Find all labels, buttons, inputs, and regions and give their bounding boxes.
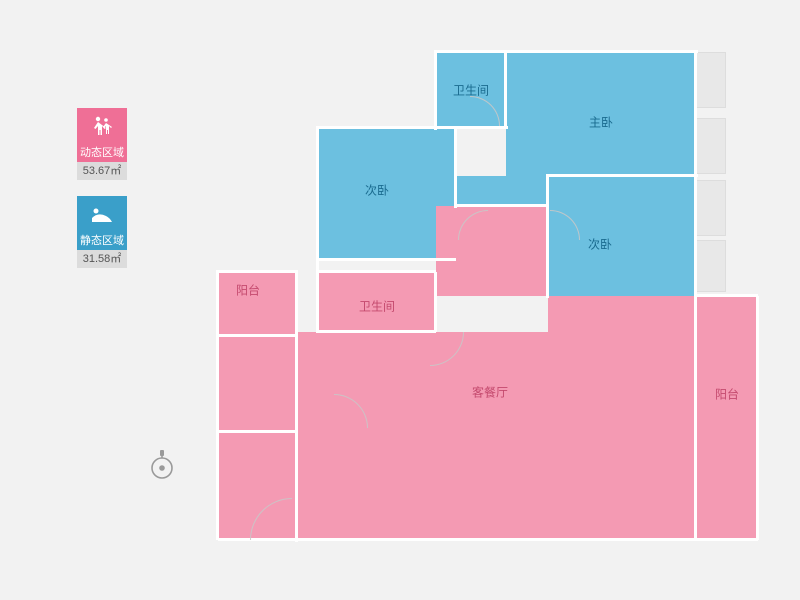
legend-value-static: 31.58㎡ <box>77 250 127 268</box>
wall-21 <box>756 296 759 540</box>
wall-8 <box>316 258 456 261</box>
room-balcony_l <box>218 272 298 336</box>
wall-19 <box>316 126 436 129</box>
wall-10 <box>434 50 437 130</box>
wall-17 <box>218 538 758 541</box>
legend-dynamic: 动态区域53.67㎡ <box>77 108 127 180</box>
wall-18 <box>216 272 219 540</box>
wall-12 <box>504 50 507 128</box>
room-hall_top <box>456 176 548 206</box>
exterior-slab-1 <box>696 118 726 174</box>
room-bath2 <box>318 272 436 332</box>
legend-static: 静态区域31.58㎡ <box>77 196 127 268</box>
wall-24 <box>216 270 298 273</box>
room-master <box>506 52 696 176</box>
static-icon <box>77 196 127 232</box>
wall-4 <box>316 330 436 333</box>
room-bed2a_ext <box>436 128 456 206</box>
wall-14 <box>546 174 549 298</box>
wall-5 <box>434 272 437 332</box>
exterior-slab-3 <box>696 240 726 292</box>
legend-value-dynamic: 53.67㎡ <box>77 162 127 180</box>
room-bed2a <box>318 128 436 258</box>
exterior-slab-0 <box>696 52 726 108</box>
floorplan-canvas: 卫生间主卧次卧次卧阳台厨房卫生间客餐厅阳台动态区域53.67㎡静态区域31.58… <box>0 0 800 600</box>
wall-1 <box>295 272 298 542</box>
wall-11 <box>434 126 508 129</box>
wall-15 <box>546 174 698 177</box>
wall-23 <box>696 538 758 541</box>
wall-7 <box>316 126 319 260</box>
legend-title-dynamic: 动态区域 <box>77 144 127 162</box>
wall-22 <box>696 294 758 297</box>
room-living3 <box>548 296 696 360</box>
wall-20 <box>454 204 548 207</box>
room-hall <box>436 206 548 296</box>
wall-0 <box>218 430 298 433</box>
wall-13 <box>434 50 698 53</box>
dynamic-icon <box>77 108 127 144</box>
wall-9 <box>454 128 457 208</box>
compass-icon <box>148 448 176 476</box>
wall-2 <box>218 334 298 337</box>
room-balcony_r <box>696 296 758 540</box>
exterior-slab-2 <box>696 180 726 236</box>
wall-6 <box>318 270 436 273</box>
room-living_bl <box>298 430 318 540</box>
legend-title-static: 静态区域 <box>77 232 127 250</box>
